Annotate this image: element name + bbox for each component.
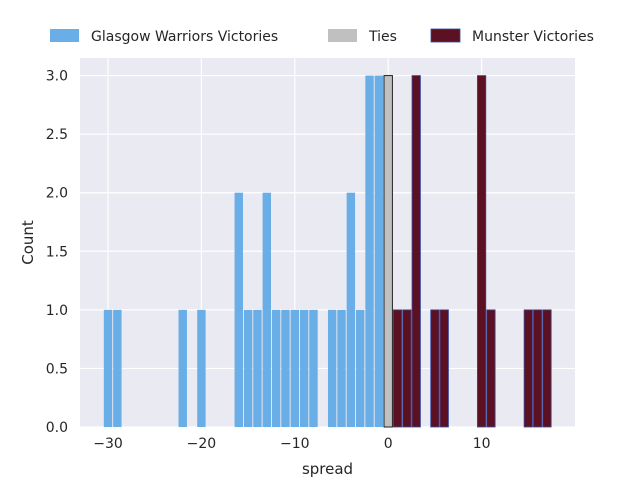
- x-tick-label: 0: [384, 436, 393, 452]
- bar-glasgow-warriors-victories: [271, 309, 281, 427]
- legend-label: Ties: [368, 29, 397, 45]
- y-tick-label: 2.5: [46, 127, 68, 143]
- bar-glasgow-warriors-victories: [290, 309, 300, 427]
- bar-glasgow-warriors-victories: [178, 309, 187, 427]
- y-tick-label: 0.0: [46, 420, 68, 436]
- bar-glasgow-warriors-victories: [374, 75, 384, 428]
- legend-item: Ties: [328, 29, 397, 45]
- legend-swatch: [50, 29, 79, 42]
- bar-munster-victories: [439, 309, 449, 428]
- bar-glasgow-warriors-victories: [281, 309, 290, 427]
- bar-munster-victories: [486, 309, 496, 428]
- bar-glasgow-warriors-victories: [197, 309, 206, 427]
- bar-munster-victories: [392, 309, 403, 428]
- bar-glasgow-warriors-victories: [299, 309, 309, 427]
- legend-label: Munster Victories: [472, 29, 594, 45]
- bar-glasgow-warriors-victories: [262, 192, 271, 427]
- bar-glasgow-warriors-victories: [365, 75, 374, 428]
- y-tick-label: 1.5: [46, 244, 68, 260]
- bar-glasgow-warriors-victories: [234, 192, 243, 427]
- x-tick-label: −30: [93, 436, 123, 452]
- legend-swatch: [328, 29, 357, 42]
- legend-swatch: [430, 28, 461, 43]
- plot-area: [80, 58, 575, 427]
- bar-ties: [383, 75, 393, 428]
- bar-glasgow-warriors-victories: [355, 309, 365, 427]
- bar-glasgow-warriors-victories: [253, 309, 262, 427]
- bar-glasgow-warriors-victories: [346, 192, 356, 427]
- x-axis-label: spread: [302, 460, 353, 478]
- bar-glasgow-warriors-victories: [113, 309, 122, 427]
- bar-munster-victories: [402, 309, 412, 428]
- y-axis-label: Count: [19, 220, 37, 265]
- bar-munster-victories: [542, 309, 552, 428]
- bar-munster-victories: [533, 309, 543, 428]
- legend-label: Glasgow Warriors Victories: [91, 29, 278, 45]
- legend-item: Glasgow Warriors Victories: [50, 29, 278, 45]
- bars: [103, 75, 552, 428]
- bar-glasgow-warriors-victories: [337, 309, 346, 427]
- bar-glasgow-warriors-victories: [327, 309, 337, 427]
- bar-munster-victories: [411, 75, 421, 428]
- y-tick-label: 3.0: [46, 69, 68, 85]
- x-tick-label: 10: [473, 436, 491, 452]
- bar-glasgow-warriors-victories: [243, 309, 253, 427]
- x-axis-ticks: −30 −20 −10 0 10: [93, 436, 490, 452]
- y-tick-label: 0.5: [46, 361, 68, 377]
- legend-item: Munster Victories: [430, 28, 594, 45]
- legend: Glasgow Warriors Victories Ties Munster Vi…: [50, 28, 594, 45]
- x-tick-label: −10: [280, 436, 310, 452]
- bar-munster-victories: [477, 75, 487, 428]
- y-tick-label: 1.0: [46, 303, 68, 319]
- y-tick-label: 2.0: [46, 186, 68, 202]
- bar-munster-victories: [523, 309, 533, 428]
- bar-glasgow-warriors-victories: [309, 309, 318, 427]
- y-axis-ticks: 0.0 0.5 1.0 1.5 2.0 2.5 3.0: [46, 69, 68, 436]
- bar-munster-victories: [430, 309, 440, 428]
- bar-glasgow-warriors-victories: [103, 309, 113, 427]
- x-tick-label: −20: [187, 436, 217, 452]
